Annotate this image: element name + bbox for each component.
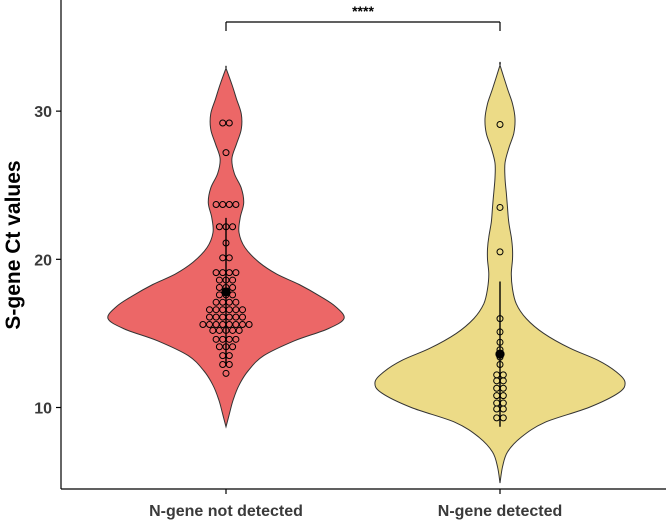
mean-marker-1 xyxy=(495,349,505,359)
data-point-0 xyxy=(222,223,230,231)
data-point-0 xyxy=(222,326,230,334)
data-point-0 xyxy=(215,326,223,334)
data-point-1 xyxy=(496,338,504,346)
data-point-1 xyxy=(496,328,504,336)
data-point-0 xyxy=(225,200,233,208)
data-point-0 xyxy=(225,361,233,369)
data-point-0 xyxy=(232,200,240,208)
x-ticks: N-gene not detected N-gene detected xyxy=(149,489,562,520)
y-ticks: 10 20 30 xyxy=(34,104,61,418)
data-point-0 xyxy=(215,291,223,299)
data-point-0 xyxy=(222,343,230,351)
data-point-0 xyxy=(232,335,240,343)
data-point-0 xyxy=(222,276,230,284)
significance-label: **** xyxy=(352,3,374,19)
data-point-0 xyxy=(239,313,246,321)
data-point-0 xyxy=(239,321,246,329)
data-point-0 xyxy=(219,335,227,343)
data-point-1 xyxy=(496,315,504,323)
data-point-0 xyxy=(209,326,217,334)
data-point-0 xyxy=(212,306,220,314)
data-point-0 xyxy=(229,343,237,351)
data-point-1 xyxy=(493,384,501,392)
data-point-0 xyxy=(245,321,253,329)
data-point-0 xyxy=(212,269,220,277)
data-point-0 xyxy=(235,326,243,334)
data-point-0 xyxy=(219,321,227,329)
data-point-1 xyxy=(493,414,501,422)
data-point-0 xyxy=(225,306,233,314)
data-point-1 xyxy=(499,392,507,400)
dots-layer xyxy=(199,119,507,422)
data-point-0 xyxy=(232,269,240,277)
data-point-0 xyxy=(206,313,213,321)
data-point-0 xyxy=(215,223,223,231)
data-point-0 xyxy=(225,254,233,262)
data-point-0 xyxy=(222,369,230,377)
data-point-1 xyxy=(499,399,507,407)
x-tick-label-0: N-gene not detected xyxy=(149,503,303,520)
violin-1 xyxy=(374,61,626,484)
mean-marker-0 xyxy=(221,287,231,297)
data-point-0 xyxy=(225,313,233,321)
data-point-0 xyxy=(219,361,227,369)
data-point-0 xyxy=(225,352,233,360)
data-point-0 xyxy=(225,335,233,343)
data-point-1 xyxy=(496,361,504,369)
data-point-0 xyxy=(215,343,223,351)
data-point-0 xyxy=(219,313,227,321)
data-point-0 xyxy=(219,254,227,262)
data-point-0 xyxy=(229,291,237,299)
data-point-0 xyxy=(206,321,213,329)
data-point-0 xyxy=(232,321,240,329)
data-point-0 xyxy=(222,149,230,157)
y-axis-title: S-gene Ct values xyxy=(2,160,25,329)
data-point-0 xyxy=(206,306,213,314)
data-point-0 xyxy=(225,269,233,277)
data-point-0 xyxy=(219,298,227,306)
data-point-1 xyxy=(499,371,507,379)
data-point-0 xyxy=(229,326,237,334)
data-point-1 xyxy=(499,384,507,392)
data-point-0 xyxy=(229,283,237,291)
data-point-0 xyxy=(225,298,233,306)
data-point-0 xyxy=(232,306,240,314)
violins-layer xyxy=(107,61,626,484)
data-point-0 xyxy=(232,298,240,306)
data-point-0 xyxy=(222,239,230,247)
data-point-0 xyxy=(199,321,207,329)
data-point-0 xyxy=(215,283,223,291)
data-point-1 xyxy=(499,414,507,422)
data-point-1 xyxy=(493,399,501,407)
data-point-0 xyxy=(212,298,220,306)
y-tick-label-10: 10 xyxy=(34,401,52,418)
data-point-0 xyxy=(225,119,233,127)
data-point-1 xyxy=(496,248,504,256)
data-point-0 xyxy=(212,335,220,343)
x-tick-label-1: N-gene detected xyxy=(438,503,562,520)
data-point-0 xyxy=(229,223,237,231)
data-point-1 xyxy=(496,120,504,128)
data-point-0 xyxy=(212,313,220,321)
significance-bracket: **** xyxy=(225,3,501,31)
data-point-0 xyxy=(212,321,220,329)
data-point-0 xyxy=(219,119,227,127)
data-point-1 xyxy=(496,203,504,211)
data-point-0 xyxy=(219,352,227,360)
data-point-0 xyxy=(229,276,237,284)
data-point-0 xyxy=(232,313,240,321)
data-point-1 xyxy=(493,371,501,379)
data-point-0 xyxy=(215,276,223,284)
y-tick-label-30: 30 xyxy=(34,104,52,121)
data-point-0 xyxy=(219,306,227,314)
data-point-1 xyxy=(493,392,501,400)
data-point-0 xyxy=(219,200,227,208)
means-layer xyxy=(221,287,505,359)
data-point-0 xyxy=(212,200,220,208)
data-point-0 xyxy=(219,269,227,277)
data-point-0 xyxy=(239,306,246,314)
y-tick-label-20: 20 xyxy=(34,252,52,269)
data-point-0 xyxy=(225,321,233,329)
